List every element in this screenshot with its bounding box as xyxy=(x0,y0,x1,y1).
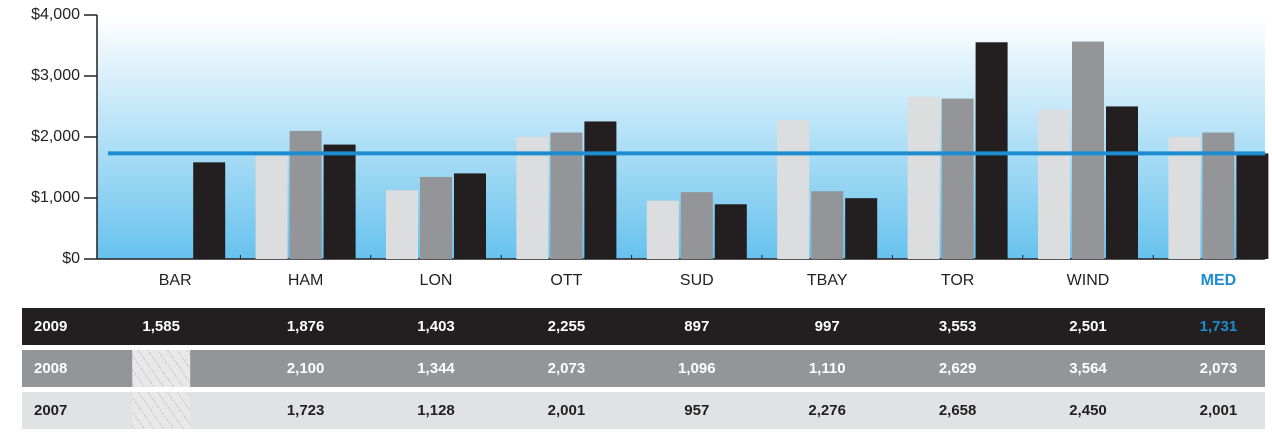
x-tick-label: BAR xyxy=(159,272,192,289)
bar xyxy=(975,42,1008,259)
y-tick-label: $3,000 xyxy=(31,67,80,84)
row-label: 2008 xyxy=(34,360,67,377)
x-tick-label: SUD xyxy=(680,272,714,289)
y-tick-label: $2,000 xyxy=(31,128,80,145)
table-value: 2,001 xyxy=(548,402,586,419)
table-row xyxy=(22,308,1265,345)
y-tick-label: $0 xyxy=(62,250,80,267)
table-row xyxy=(22,392,1265,429)
bar xyxy=(941,98,974,259)
table-value: 897 xyxy=(684,318,709,335)
bar xyxy=(289,130,322,259)
empty-cell xyxy=(132,350,191,387)
table-value: 2,255 xyxy=(548,318,586,335)
row-label: 2007 xyxy=(34,402,67,419)
x-tick-label: TOR xyxy=(941,272,974,289)
table-value: 1,731 xyxy=(1200,318,1238,335)
bar xyxy=(255,153,288,259)
table-value: 1,403 xyxy=(417,318,455,335)
table-value: 957 xyxy=(684,402,709,419)
table-value: 2,073 xyxy=(1200,360,1238,377)
bar xyxy=(907,96,940,259)
table-value: 1,585 xyxy=(142,318,180,335)
y-tick-label: $1,000 xyxy=(31,189,80,206)
x-tick-label: LON xyxy=(420,272,453,289)
table-value: 1,344 xyxy=(417,360,455,377)
x-tick-label: WIND xyxy=(1067,272,1110,289)
bar xyxy=(1168,136,1201,259)
bar xyxy=(420,177,452,259)
table-value: 3,564 xyxy=(1069,360,1107,377)
empty-cell xyxy=(132,392,191,429)
bar xyxy=(1072,41,1104,259)
table-value: 2,276 xyxy=(808,402,846,419)
table-value: 1,876 xyxy=(287,318,325,335)
bar xyxy=(714,204,747,259)
x-tick-label: HAM xyxy=(288,272,324,289)
table-value: 1,110 xyxy=(809,360,846,377)
table-value: 1,723 xyxy=(287,402,325,419)
x-tick-label: TBAY xyxy=(807,272,848,289)
table-value: 2,501 xyxy=(1069,318,1107,335)
table-value: 997 xyxy=(815,318,840,335)
table-value: 2,100 xyxy=(287,360,325,377)
bar xyxy=(845,198,878,259)
row-label: 2009 xyxy=(34,318,67,335)
y-tick-label: $4,000 xyxy=(31,6,80,23)
table-value: 2,001 xyxy=(1200,402,1238,419)
bar xyxy=(584,121,617,259)
table-row xyxy=(22,350,1265,387)
bar xyxy=(193,162,226,259)
bar xyxy=(1038,109,1070,259)
x-tick-label: MED xyxy=(1201,272,1237,289)
bar xyxy=(1236,153,1269,259)
bar xyxy=(454,173,486,259)
bar xyxy=(1106,106,1138,260)
bar xyxy=(811,191,844,259)
table-value: 2,658 xyxy=(939,402,977,419)
bar xyxy=(680,192,713,259)
table-value: 3,553 xyxy=(939,318,977,335)
table-value: 2,450 xyxy=(1069,402,1107,419)
bar xyxy=(646,200,679,259)
bar xyxy=(777,120,810,259)
bar xyxy=(516,136,549,259)
table-value: 1,128 xyxy=(417,402,455,419)
table-value: 1,096 xyxy=(678,360,716,377)
table-value: 2,073 xyxy=(548,360,586,377)
bar xyxy=(323,144,356,259)
x-tick-label: OTT xyxy=(550,272,582,289)
table-value: 2,629 xyxy=(939,360,977,377)
bar xyxy=(386,190,418,259)
